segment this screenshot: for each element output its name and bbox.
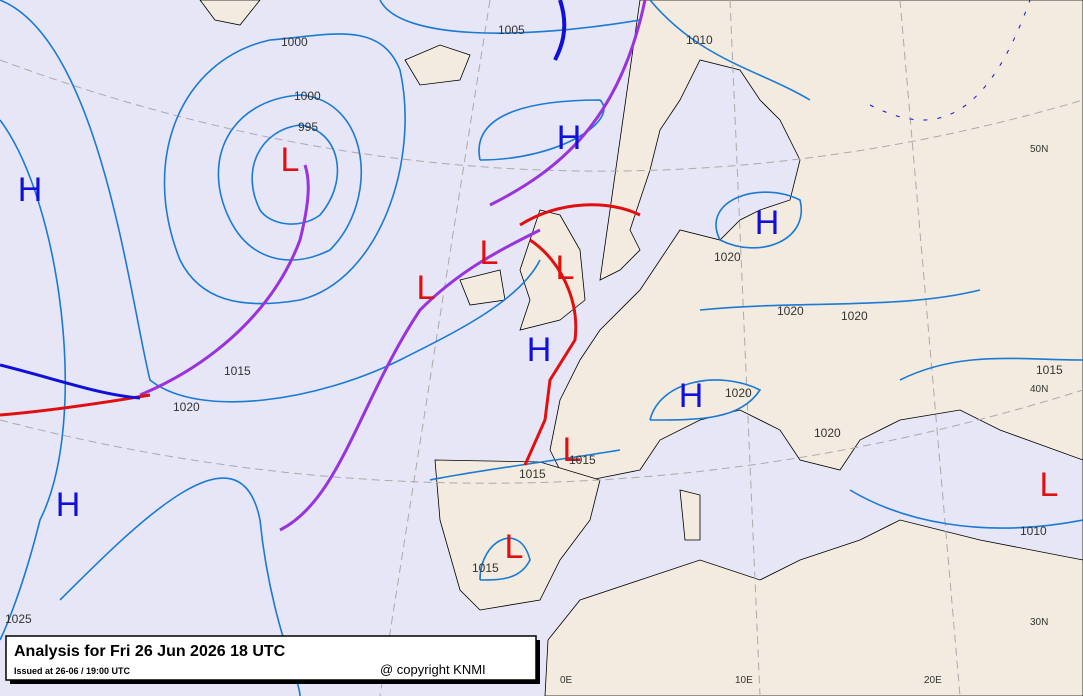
pressure-center: H	[527, 331, 552, 369]
fronts	[0, 0, 1031, 532]
isobar-label: 1020	[714, 250, 741, 264]
pressure-center: L	[417, 269, 436, 307]
lon-label: 20E	[924, 675, 942, 686]
pressure-center: L	[281, 141, 300, 179]
isobar-label: 1015	[472, 561, 499, 575]
isobar-label: 1015	[569, 453, 596, 467]
lat-label: 50N	[1030, 144, 1048, 155]
isobar-label: 1025	[5, 612, 32, 626]
isobar-label: 1020	[725, 386, 752, 400]
isobar-label: 1010	[686, 33, 713, 47]
isobar-labels: 1000 1005 1010 1000 995 1015 1020 1020 1…	[5, 23, 1063, 626]
isobar-label: 1020	[814, 426, 841, 440]
pressure-center: L	[505, 528, 524, 566]
isobar-label: 1010	[1020, 524, 1047, 538]
copyright: @ copyright KNMI	[380, 662, 486, 677]
lon-label: 0E	[560, 675, 573, 686]
land	[199, 0, 1083, 696]
issued-note: Issued at 26-06 / 19:00 UTC	[14, 666, 131, 676]
pressure-center: L	[556, 249, 575, 287]
lat-label: 40N	[1030, 384, 1048, 395]
isobar-label: 1000	[294, 89, 321, 103]
isobar-label: 1015	[519, 467, 546, 481]
map-title: Analysis for Fri 26 Jun 2026 18 UTC	[14, 643, 286, 660]
pressure-center: H	[679, 377, 704, 415]
caption-box: Analysis for Fri 26 Jun 2026 18 UTC Issu…	[5, 635, 540, 684]
isobar-label: 995	[298, 120, 318, 134]
pressure-center: H	[56, 486, 81, 524]
isobar-label: 1020	[777, 304, 804, 318]
lon-label: 10E	[735, 675, 753, 686]
isobar-label: 1015	[224, 364, 251, 378]
isobar-label: 1005	[498, 23, 525, 37]
isobar-label: 1000	[281, 35, 308, 49]
lat-label: 30N	[1030, 617, 1048, 628]
pressure-center: L	[480, 234, 499, 272]
pressure-center: H	[557, 119, 582, 157]
pressure-center: L	[563, 431, 582, 469]
pressure-center: H	[755, 204, 780, 242]
pressure-center: H	[18, 171, 43, 209]
isobar-label: 1015	[1036, 363, 1063, 377]
isobar-label: 1020	[841, 309, 868, 323]
graticule-labels: 50N 40N 30N 0E 10E 20E	[560, 144, 1048, 686]
pressure-centers: H H L H L L L H H H L L L	[18, 119, 1059, 566]
pressure-center: L	[1040, 466, 1059, 504]
isobar-label: 1020	[173, 400, 200, 414]
